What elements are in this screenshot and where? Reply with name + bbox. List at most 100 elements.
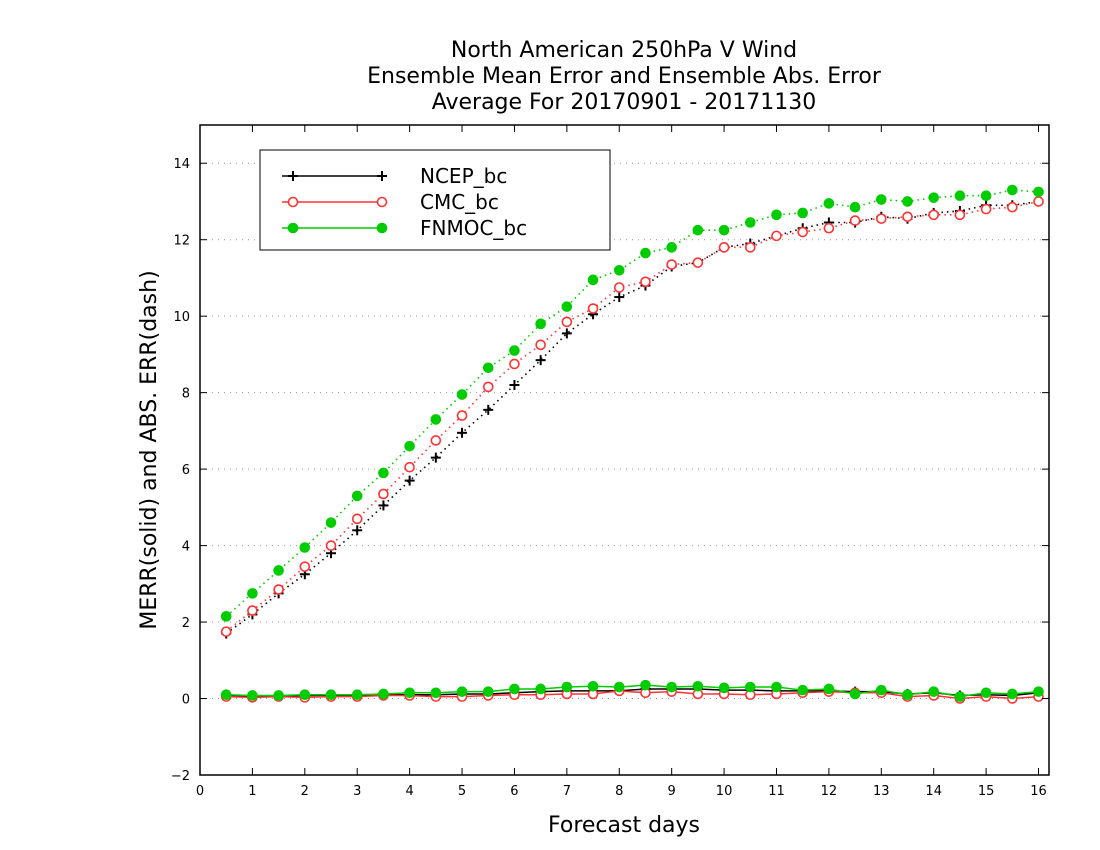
x-tick-label: 15: [978, 784, 995, 799]
abs-err-point: [980, 190, 992, 202]
abs-err-point: [299, 561, 311, 572]
abs-err-point: [928, 209, 940, 221]
legend-box: [259, 149, 611, 251]
merr-point: [797, 684, 808, 696]
merr-point: [325, 689, 337, 701]
series-NCEP_bc: [221, 196, 1044, 702]
abs-err-point: [849, 215, 861, 226]
abs-err-point: [378, 467, 389, 479]
x-tick-label: 12: [821, 784, 838, 799]
x-tick-label: 14: [925, 784, 942, 799]
legend-marker: [376, 196, 388, 208]
merr-point: [456, 686, 468, 697]
abs-err-point: [325, 517, 337, 528]
merr-point: [640, 679, 651, 691]
abs-err-point: [797, 207, 808, 219]
abs-err-point: [692, 224, 704, 236]
y-tick-label: −2: [171, 769, 190, 784]
abs-err-point: [587, 274, 599, 286]
merr-point: [404, 687, 415, 699]
grid-lines: [200, 162, 1049, 776]
y-tick-label: 10: [173, 310, 190, 325]
chart-title-line-1: North American 250hPa V Wind: [450, 38, 798, 63]
abs-err-point: [351, 490, 363, 502]
x-tick-label: 3: [353, 784, 361, 799]
abs-err-point: [273, 584, 284, 595]
series-FNMOC_bc: [220, 184, 1044, 702]
abs-err-point: [509, 380, 520, 390]
legend-marker: [376, 222, 388, 234]
abs-err-point: [744, 242, 756, 253]
abs-err-point: [509, 358, 520, 370]
merr-point: [823, 683, 835, 695]
x-tick-label: 7: [563, 784, 571, 799]
y-axis-label: MERR(solid) and ABS. ERR(dash): [137, 270, 162, 629]
abs-err-point: [718, 242, 730, 253]
abs-err-point: [823, 198, 835, 209]
merr-point: [220, 689, 232, 701]
chart-title-line-3: Average For 20170901 - 20171130: [431, 90, 817, 115]
abs-err-point: [718, 224, 730, 236]
abs-err-point: [535, 355, 546, 366]
abs-err-line-NCEP_bc: [225, 200, 1039, 635]
abs-err-point: [823, 222, 835, 234]
abs-err-point: [509, 345, 520, 356]
abs-err-point: [1007, 201, 1018, 213]
abs-err-point: [404, 461, 415, 473]
abs-err-point: [1007, 184, 1018, 196]
abs-err-point: [954, 209, 966, 221]
merr-point: [954, 691, 966, 702]
x-tick-label: 8: [615, 784, 623, 799]
abs-err-point: [561, 328, 572, 339]
merr-point: [692, 680, 704, 692]
x-tick-label: 6: [510, 784, 518, 799]
abs-err-point: [666, 259, 677, 270]
x-tick-label: 1: [248, 784, 256, 799]
abs-err-point: [220, 626, 232, 637]
merr-point: [928, 686, 940, 697]
abs-err-point: [797, 226, 808, 238]
abs-err-point: [404, 475, 415, 486]
x-tick-label: 13: [873, 784, 890, 799]
abs-err-point: [561, 301, 573, 312]
abs-err-line-FNMOC_bc: [225, 189, 1039, 617]
abs-err-point: [640, 276, 651, 288]
merr-point: [535, 683, 546, 695]
abs-err-point: [456, 410, 468, 421]
abs-err-point: [430, 414, 442, 425]
x-tick-label: 10: [716, 784, 733, 799]
legend-item-NCEP_bc: NCEP_bc: [282, 164, 507, 188]
abs-err-point: [483, 404, 494, 415]
merr-point: [718, 682, 730, 694]
abs-err-point: [980, 203, 992, 215]
abs-err-point: [456, 389, 468, 400]
abs-err-point: [771, 230, 782, 242]
abs-err-point: [692, 257, 704, 268]
abs-err-point: [535, 318, 546, 330]
abs-err-point: [902, 211, 913, 223]
legend-item-FNMOC_bc: FNMOC_bc: [282, 216, 527, 240]
abs-err-point: [613, 264, 625, 276]
abs-err-point: [771, 209, 782, 221]
merr-point: [771, 681, 782, 693]
abs-err-point: [902, 196, 913, 207]
abs-err-point: [351, 513, 363, 525]
x-tick-label: 2: [301, 784, 309, 799]
abs-err-point: [482, 362, 494, 374]
abs-err-point: [220, 611, 232, 622]
abs-err-point: [247, 605, 258, 616]
series-layer: [220, 184, 1044, 704]
merr-point: [875, 684, 887, 696]
merr-point: [378, 688, 389, 700]
legend-marker: [288, 171, 298, 181]
merr-point: [902, 689, 913, 701]
abs-err-point: [928, 192, 940, 203]
abs-err-point: [587, 303, 599, 314]
legend-marker: [377, 171, 387, 181]
abs-err-point: [1033, 186, 1044, 198]
merr-point: [587, 680, 599, 692]
merr-point: [273, 690, 284, 701]
abs-err-point: [640, 247, 651, 259]
abs-err-point: [430, 452, 441, 463]
abs-err-point: [613, 282, 625, 293]
